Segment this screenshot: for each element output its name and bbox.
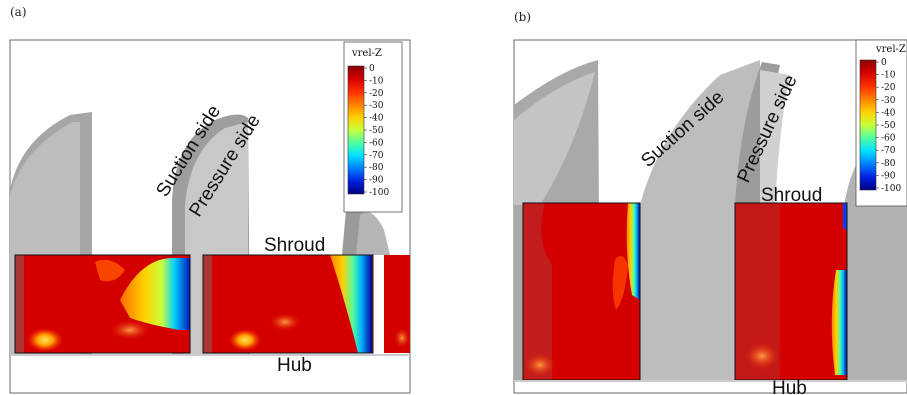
colorbar-a-tick-label: -70 <box>369 151 384 161</box>
contour-slice-a3 <box>384 255 410 353</box>
colorbar-a-tick-label: -80 <box>369 163 384 173</box>
panel-b-tag: (b) <box>514 10 531 24</box>
colorbar-b: vrel-Z 0 -10 -20 -30 -40 -50 -60 -70 -80 -90 -100 <box>855 39 907 207</box>
hub-label-b: Hub <box>772 378 807 395</box>
panel-a: (a) <box>9 5 411 394</box>
blade-right-a-face <box>356 212 390 255</box>
colorbar-a-tick-label: -10 <box>369 76 384 86</box>
hub-label-a: Hub <box>277 355 312 376</box>
colorbar-b-tick-label: -30 <box>881 96 896 106</box>
shroud-label-b: Shroud <box>761 185 822 206</box>
colorbar-a: vrel-Z 0 -10 -20 -30 -40 -50 -60 -70 -80 -90 -100 <box>343 41 403 213</box>
colorbar-b-tick-label: -40 <box>881 108 896 118</box>
colorbar-b-tick-label: -90 <box>881 171 896 181</box>
contour-slice-b1 <box>522 202 641 381</box>
contour-slice-a2 <box>202 254 374 354</box>
colorbar-b-tick-label: -70 <box>881 146 896 156</box>
blade-mid-b-edge <box>760 70 790 205</box>
colorbar-b-tick-label: -100 <box>881 184 901 194</box>
colorbar-b-tick-label: 0 <box>881 58 887 68</box>
colorbar-b-tick-label: -20 <box>881 83 896 93</box>
colorbar-b-title: vrel-Z <box>875 44 906 55</box>
panel-b: (b) Suction side Pressur <box>513 10 907 395</box>
colorbar-a-title: vrel-Z <box>351 48 382 59</box>
colorbar-b-tick-label: -10 <box>881 71 896 81</box>
colorbar-a-tick-label: -90 <box>369 176 384 186</box>
colorbar-b-tick-label: -50 <box>881 121 896 131</box>
colorbar-a-tick-label: -50 <box>369 126 384 136</box>
colorbar-a-tick-label: 0 <box>369 64 375 74</box>
contour-slice-a1 <box>14 254 191 354</box>
blade-mid-b <box>640 60 760 380</box>
contour-slice-b2 <box>734 202 848 381</box>
blade-left-b-face <box>514 72 595 205</box>
colorbar-a-tick-label: -20 <box>369 89 384 99</box>
shroud-label-a: Shroud <box>264 235 325 256</box>
hub-line-a <box>10 354 410 356</box>
colorbar-b-tick-label: -60 <box>881 134 896 144</box>
panel-a-tag: (a) <box>10 5 27 19</box>
colorbar-a-tick-label: -40 <box>369 114 384 124</box>
colorbar-a-tick-label: -60 <box>369 138 384 148</box>
colorbar-b-tick-label: -80 <box>881 159 896 169</box>
hub-line-b <box>514 380 907 382</box>
colorbar-a-tick-label: -100 <box>369 188 389 198</box>
colorbar-a-tick-label: -30 <box>369 101 384 111</box>
